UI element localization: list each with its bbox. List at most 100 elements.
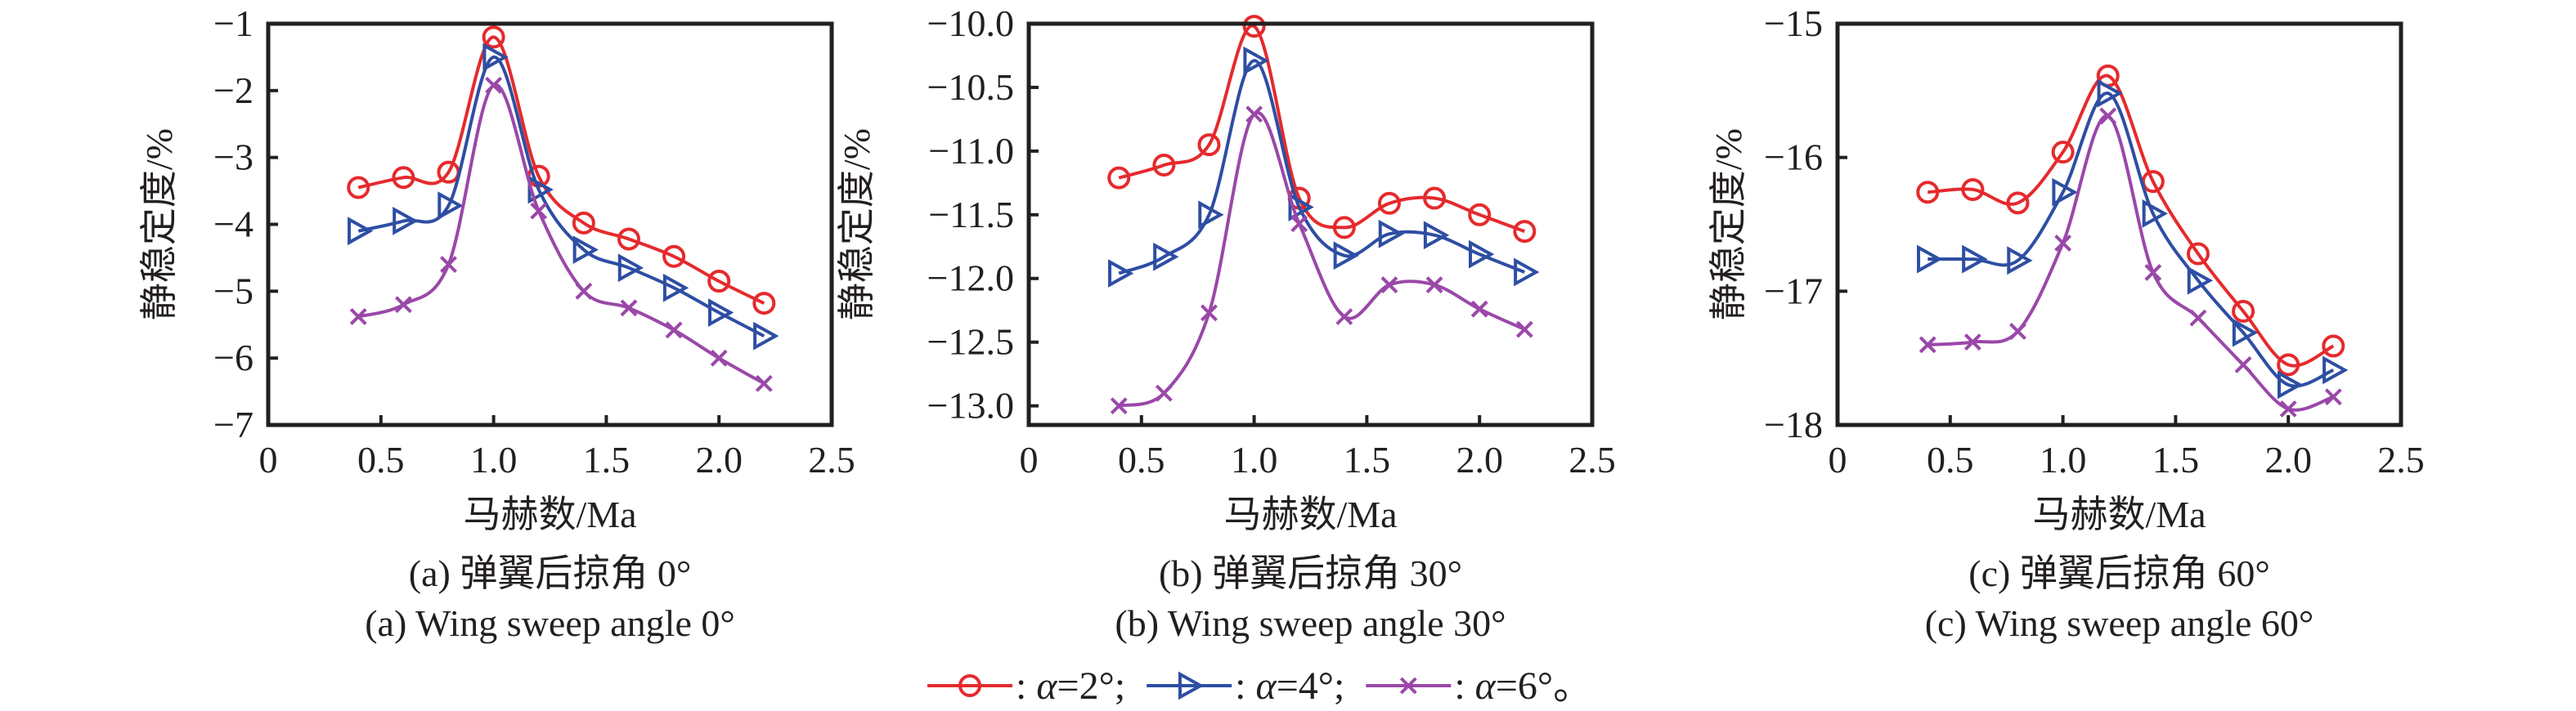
data-point-2-4 — [1290, 215, 1308, 233]
legend-marker-circle — [958, 674, 981, 697]
x-tick-label: 1.0 — [2040, 439, 2087, 481]
data-point-2-9 — [755, 374, 773, 392]
data-point-2-4 — [530, 202, 548, 220]
x-axis-title: 马赫数/Ma — [463, 494, 636, 535]
data-point-2-7 — [2234, 356, 2252, 373]
data-point-1-6 — [617, 253, 644, 283]
data-point-0-3 — [1242, 15, 1266, 38]
data-point-2-1 — [394, 296, 412, 314]
x-tick-label: 1.0 — [1231, 439, 1278, 481]
y-tick-label: −6 — [213, 337, 254, 378]
data-point-1-8 — [1469, 239, 1495, 269]
caption-cn: (b) 弹翼后掠角 30° — [1159, 552, 1462, 594]
legend-item-a4: : α=4°; — [1147, 664, 1344, 708]
legend-item-a2: : α=2°; — [927, 664, 1125, 708]
x-tick-label: 2.5 — [1568, 439, 1616, 481]
data-point-1-9 — [753, 321, 779, 351]
data-point-1-6 — [2187, 266, 2214, 295]
data-point-0-8 — [707, 270, 731, 293]
data-point-2-0 — [1919, 336, 1936, 354]
y-tick-label: −12.0 — [927, 257, 1014, 299]
data-point-2-5 — [2144, 264, 2162, 281]
y-tick-label: −12.5 — [927, 321, 1014, 363]
y-tick-label: −7 — [213, 404, 254, 445]
x-tick-label: 1.5 — [1344, 439, 1391, 481]
y-axis-title: 静稳定度/% — [836, 128, 877, 320]
y-tick-label: −17 — [1764, 270, 1823, 311]
x-tick-label: 0 — [1020, 439, 1039, 481]
y-tick-label: −10.5 — [927, 66, 1014, 108]
data-point-1-9 — [1514, 257, 1540, 287]
x-tick-label: 2.0 — [2264, 439, 2312, 481]
data-point-2-3 — [1245, 105, 1263, 123]
x-tick-label: 1.0 — [470, 439, 518, 481]
legend-marker-x — [1399, 677, 1417, 695]
data-point-0-2 — [1197, 133, 1221, 157]
data-point-1-5 — [2142, 199, 2168, 228]
data-point-0-0 — [347, 176, 370, 199]
x-tick-label: 2.0 — [695, 439, 743, 481]
data-point-1-0 — [1917, 244, 1943, 274]
data-point-1-8 — [708, 298, 734, 327]
data-point-1-0 — [348, 217, 374, 246]
data-point-0-7 — [1423, 186, 1447, 210]
data-point-1-1 — [393, 207, 419, 235]
x-axis-title: 马赫数/Ma — [1223, 494, 1397, 535]
caption-cn: (a) 弹翼后掠角 0° — [409, 552, 691, 594]
data-point-0-6 — [1377, 191, 1401, 215]
y-tick-label: −11.5 — [928, 194, 1014, 235]
data-point-1-1 — [1153, 242, 1179, 271]
data-point-2-5 — [1335, 308, 1353, 325]
series-group — [1916, 64, 2349, 418]
y-tick-label: −18 — [1764, 404, 1823, 445]
x-tick-label: 0 — [259, 439, 278, 481]
series-line-2 — [1118, 110, 1526, 408]
data-point-2-1 — [1155, 384, 1173, 402]
data-point-2-8 — [710, 349, 728, 367]
x-tick-label: 2.0 — [1456, 439, 1503, 481]
data-point-1-5 — [1333, 241, 1359, 271]
legend-label: : α=2°; — [1016, 664, 1125, 708]
series-line-1 — [1118, 59, 1526, 275]
legend-item-a6: : α=6°。 — [1366, 664, 1592, 708]
data-point-2-8 — [2279, 400, 2297, 418]
data-point-0-9 — [2322, 334, 2345, 358]
data-point-0-0 — [1916, 181, 1940, 204]
data-point-0-9 — [752, 292, 776, 315]
y-tick-label: −13.0 — [927, 385, 1014, 427]
y-tick-label: −4 — [213, 203, 254, 245]
data-point-1-4 — [2097, 78, 2123, 108]
data-point-1-4 — [527, 175, 554, 204]
data-point-1-2 — [2007, 246, 2033, 275]
x-tick-label: 0.5 — [357, 439, 405, 481]
data-point-2-7 — [665, 321, 683, 339]
data-point-0-8 — [1468, 203, 1492, 226]
data-point-2-0 — [1110, 397, 1128, 415]
x-tick-label: 0.5 — [1118, 439, 1165, 481]
caption-cn: (c) 弹翼后掠角 60° — [1968, 552, 2269, 594]
y-tick-label: −16 — [1764, 136, 1823, 178]
plot-frame — [1026, 21, 1595, 427]
y-tick-label: −10.0 — [927, 2, 1014, 44]
data-point-1-0 — [1108, 259, 1134, 288]
data-point-0-7 — [662, 244, 686, 268]
data-point-1-7 — [2232, 318, 2259, 347]
chart-panel-b: 0 0.5 1.0 1.5 2.0 2.5 −10.0 −10.5 −11.0 −11.5 −12.… — [836, 2, 1616, 644]
data-point-0-2 — [2006, 191, 2030, 215]
x-tick-label: 2.5 — [2377, 439, 2425, 481]
data-point-2-7 — [1425, 276, 1443, 293]
y-tick-label: −11.0 — [928, 130, 1014, 172]
data-point-2-4 — [2099, 107, 2117, 125]
data-point-2-2 — [440, 256, 457, 274]
series-line-0 — [357, 35, 765, 305]
chart-panel-c: 0 0.5 1.0 1.5 2.0 2.5 −15 −16 −17 −18 马赫数/Ma 静稳定度/%… — [1708, 2, 2425, 644]
series-group — [1107, 15, 1540, 415]
data-point-1-9 — [2322, 356, 2349, 385]
data-point-1-2 — [1198, 200, 1224, 230]
data-point-2-5 — [575, 282, 593, 300]
y-tick-label: −3 — [213, 136, 254, 178]
data-point-0-1 — [1152, 154, 1176, 177]
x-axis-title: 马赫数/Ma — [2032, 494, 2206, 535]
data-point-2-8 — [1470, 300, 1488, 318]
data-point-2-6 — [1380, 276, 1398, 293]
